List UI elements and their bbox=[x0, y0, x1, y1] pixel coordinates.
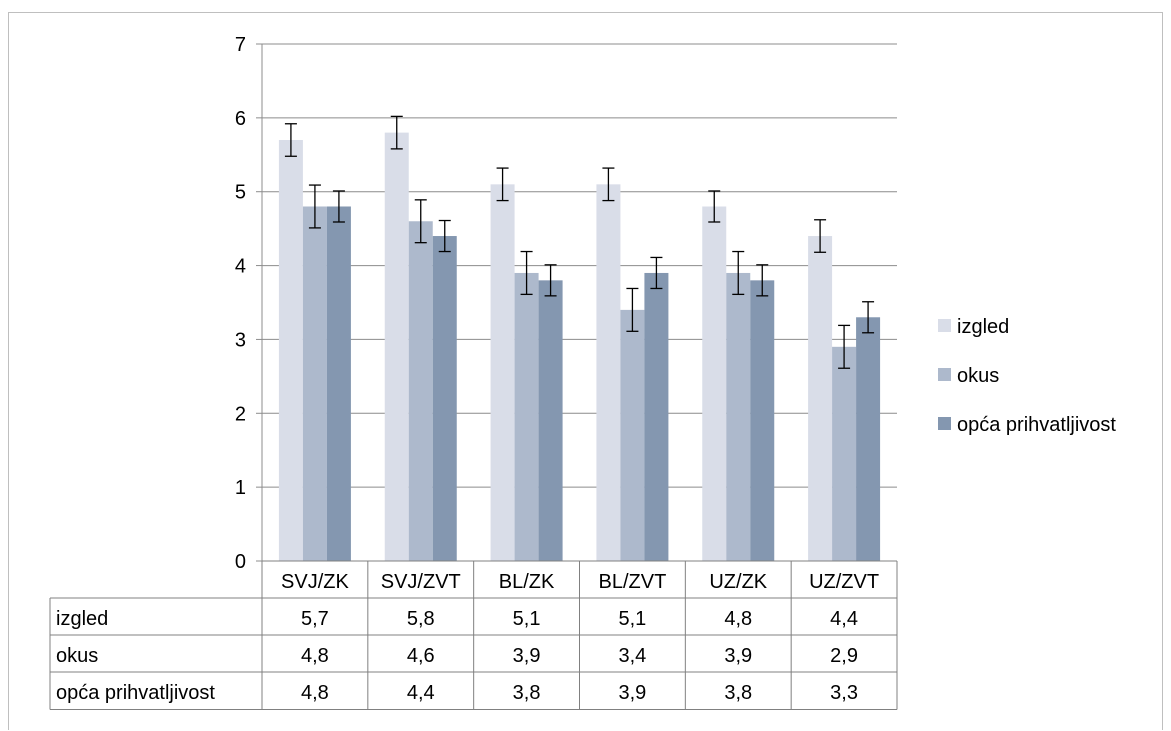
table-cell: 3,9 bbox=[513, 645, 541, 667]
legend-swatch bbox=[938, 417, 951, 430]
bar bbox=[596, 184, 621, 562]
bar bbox=[726, 272, 751, 561]
chart-frame bbox=[8, 12, 1163, 730]
bar bbox=[620, 309, 645, 561]
gridlines bbox=[262, 43, 897, 488]
table-cell: 4,8 bbox=[301, 645, 329, 667]
table-cell: 3,9 bbox=[724, 645, 752, 667]
bar bbox=[490, 184, 515, 562]
y-tick-label: 3 bbox=[235, 329, 246, 351]
category-label: UZ/ZVT bbox=[809, 571, 879, 593]
bar bbox=[278, 140, 303, 561]
bar bbox=[856, 317, 881, 561]
table-cell: 4,8 bbox=[301, 682, 329, 704]
y-tick-label: 2 bbox=[235, 403, 246, 425]
category-label: SVJ/ZVT bbox=[381, 571, 461, 593]
bar bbox=[432, 236, 457, 561]
legend-swatch bbox=[938, 368, 951, 381]
legend-label: okus bbox=[957, 365, 999, 387]
table-cell: 3,4 bbox=[619, 645, 647, 667]
bar bbox=[538, 280, 563, 561]
table-cell: 4,4 bbox=[407, 682, 435, 704]
bar bbox=[644, 272, 669, 561]
y-tick-label: 4 bbox=[235, 256, 246, 278]
table-cell: 3,8 bbox=[513, 682, 541, 704]
table-cell: 4,8 bbox=[724, 608, 752, 630]
bar bbox=[514, 272, 539, 561]
table-cell: 5,1 bbox=[513, 608, 541, 630]
bar bbox=[750, 280, 775, 561]
category-label: BL/ZVT bbox=[599, 571, 667, 593]
legend-swatch bbox=[938, 319, 951, 332]
table-cell: 5,1 bbox=[619, 608, 647, 630]
bar bbox=[808, 236, 833, 561]
y-tick-label: 5 bbox=[235, 182, 246, 204]
category-label: BL/ZK bbox=[499, 571, 555, 593]
table-cell: 3,9 bbox=[619, 682, 647, 704]
bar bbox=[832, 346, 857, 561]
error-bars bbox=[284, 115, 875, 369]
table-cell: 4,6 bbox=[407, 645, 435, 667]
bars bbox=[278, 132, 881, 562]
table-cell: 4,4 bbox=[830, 608, 858, 630]
bar bbox=[384, 132, 409, 561]
bar bbox=[302, 206, 327, 561]
legend: izgled okus opća prihvatljivost bbox=[938, 316, 1116, 436]
table-cell: 3,8 bbox=[724, 682, 752, 704]
y-tick-label: 0 bbox=[235, 551, 246, 573]
y-tick-label: 1 bbox=[235, 477, 246, 499]
legend-label: izgled bbox=[957, 316, 1009, 338]
data-table: SVJ/ZK SVJ/ZVT BL/ZK BL/ZVT UZ/ZK UZ/ZVT izgle… bbox=[49, 560, 898, 710]
table-row-label: opća prihvatljivost bbox=[56, 682, 215, 704]
table-row-label: okus bbox=[56, 645, 98, 667]
category-label: UZ/ZK bbox=[709, 571, 767, 593]
bar bbox=[408, 221, 433, 561]
table-cell: 2,9 bbox=[830, 645, 858, 667]
y-tick-label: 7 bbox=[235, 34, 246, 56]
table-cell: 3,3 bbox=[830, 682, 858, 704]
table-cell: 5,7 bbox=[301, 608, 329, 630]
table-cell: 5,8 bbox=[407, 608, 435, 630]
table-row-label: izgled bbox=[56, 608, 108, 630]
legend-label: opća prihvatljivost bbox=[957, 414, 1116, 436]
bar bbox=[702, 206, 727, 561]
category-label: SVJ/ZK bbox=[281, 571, 349, 593]
bar bbox=[326, 206, 351, 561]
y-tick-label: 6 bbox=[235, 108, 246, 130]
y-axis: 0 1 2 3 4 5 6 7 bbox=[235, 34, 263, 573]
